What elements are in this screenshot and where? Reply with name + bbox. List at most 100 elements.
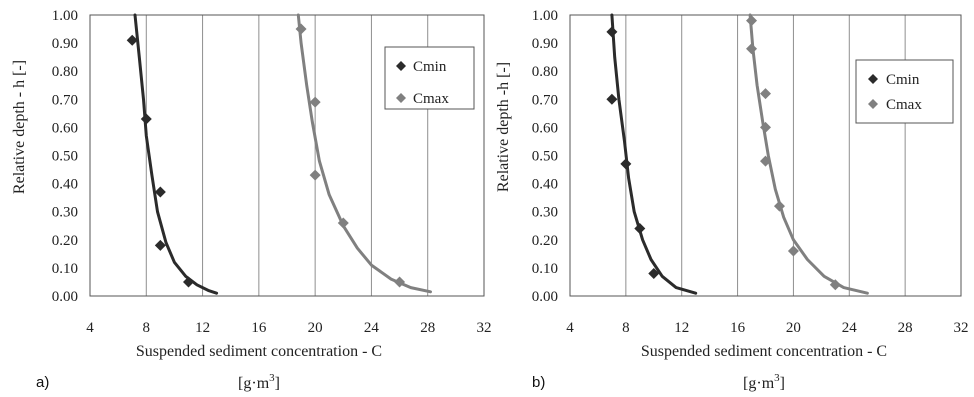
panel-a-y-tick-0-60: 0.60 [52, 120, 78, 136]
panel-b-y-tick-0-50: 0.50 [532, 149, 558, 165]
panel-a-y-tick-0-20: 0.20 [52, 233, 78, 249]
panel-b-y-tick-0-60: 0.60 [532, 120, 558, 136]
panel-b-x-tick-8: 8 [622, 320, 630, 336]
panel-b-cmax-point-5 [760, 155, 771, 167]
panel-b-cmin-point-4 [634, 223, 646, 235]
panel-a-x-tick-24: 24 [364, 320, 380, 336]
panel-a-legend-marker-cmax [396, 93, 406, 103]
panel-a-x-tick-32: 32 [477, 320, 492, 336]
panel-b-y-tick-1-00: 1.00 [532, 8, 558, 24]
panel-a-y-tick-0-80: 0.80 [52, 64, 78, 80]
panel-b-cmin-point-2 [606, 93, 618, 105]
panel-a-unit-exponent: 3 [269, 372, 275, 384]
panel-b-legend-label-cmax: Cmax [886, 97, 922, 113]
panel-b-y-tick-0-30: 0.30 [532, 205, 558, 221]
panel-a-x-tick-16: 16 [251, 320, 267, 336]
panel-a-cmax-point-1 [295, 23, 307, 35]
panel-b-x-axis-title: Suspended sediment concentration - C [641, 343, 887, 360]
panel-a-cmin-point-1 [126, 34, 138, 46]
panel-a-cmin-point-3 [154, 186, 166, 198]
panel-a-legend-marker-cmin [396, 61, 406, 71]
panel-a: 0.00 0.10 0.20 0.30 0.40 0.50 0.60 0.70 0.80 0.90… [11, 8, 492, 392]
panel-b-legend-label-cmin: Cmin [886, 72, 920, 88]
panel-b-x-tick-labels: 4 8 12 16 20 24 28 32 [566, 320, 968, 336]
panel-b-cmax-point-4 [760, 121, 771, 133]
panel-b-x-tick-20: 20 [786, 320, 801, 336]
panel-b-x-tick-12: 12 [674, 320, 689, 336]
panel-b-y-tick-0-70: 0.70 [532, 92, 558, 108]
panel-a-data-points [126, 23, 406, 288]
panel-a-cmax-point-2 [309, 96, 321, 108]
panel-b: 0.00 0.10 0.20 0.30 0.40 0.50 0.60 0.70 0.80 0.90… [495, 8, 969, 392]
panel-b-cmax-point-1 [746, 15, 758, 27]
panel-b-y-tick-0-40: 0.40 [532, 177, 558, 193]
panel-b-y-tick-0-90: 0.90 [532, 36, 558, 52]
panel-a-cmin-point-5 [183, 276, 194, 288]
panel-a-y-tick-0-00: 0.00 [52, 289, 78, 305]
panel-b-cmax-point-2 [746, 43, 758, 55]
panel-b-x-axis-unit: [g·m3] [743, 372, 785, 392]
panel-a-label: a) [36, 374, 49, 391]
panel-a-y-tick-0-50: 0.50 [52, 149, 78, 165]
panel-b-x-tick-24: 24 [842, 320, 858, 336]
panel-a-y-tick-0-70: 0.70 [52, 92, 78, 108]
panel-a-x-tick-8: 8 [143, 320, 151, 336]
panel-b-label: b) [532, 374, 545, 391]
panel-a-fit-curves [133, 13, 432, 295]
panel-a-legend-label-cmin: Cmin [413, 59, 447, 75]
panel-b-fit-curves [610, 13, 869, 295]
panel-b-cmax-point-7 [787, 245, 799, 257]
panel-a-cmin-point-2 [140, 113, 152, 125]
panel-a-x-tick-28: 28 [420, 320, 435, 336]
panel-b-y-tick-0-00: 0.00 [532, 289, 558, 305]
panel-a-x-axis-unit: [g·m3] [238, 372, 280, 392]
panel-a-y-tick-labels: 0.00 0.10 0.20 0.30 0.40 0.50 0.60 0.70 0.80 0.90… [52, 8, 78, 305]
panel-b-cmin-point-5 [648, 268, 660, 280]
panel-a-legend: Cmin Cmax [384, 46, 475, 110]
panel-a-cmax-fit-curve [296, 13, 432, 294]
panel-b-plot-frame [569, 14, 962, 297]
panel-a-y-tick-1-00: 1.00 [52, 8, 78, 24]
panel-a-y-tick-0-40: 0.40 [52, 177, 78, 193]
panel-a-x-tick-4: 4 [86, 320, 94, 336]
panel-a-y-tick-0-10: 0.10 [52, 261, 78, 277]
panel-b-legend-box [855, 59, 954, 124]
panel-b-unit-exponent: 3 [774, 372, 780, 384]
panel-a-plot-frame [89, 14, 485, 297]
panel-b-gridlines [569, 15, 962, 296]
panel-a-legend-label-cmax: Cmax [413, 91, 449, 107]
panel-a-x-tick-20: 20 [308, 320, 323, 336]
panel-a-x-axis-title: Suspended sediment concentration - C [136, 343, 382, 360]
panel-b-cmax-point-8 [829, 279, 841, 291]
panel-a-y-axis-title: Relative depth - h [-] [11, 60, 28, 194]
panel-b-cmax-point-3 [760, 88, 771, 100]
panel-b-legend-marker-cmax [868, 99, 878, 109]
panel-b-y-tick-0-80: 0.80 [532, 64, 558, 80]
panel-a-x-tick-12: 12 [195, 320, 210, 336]
panel-a-y-tick-0-90: 0.90 [52, 36, 78, 52]
panel-b-y-tick-0-20: 0.20 [532, 233, 558, 249]
panel-b-cmin-point-1 [606, 26, 618, 38]
panel-a-cmax-point-3 [309, 169, 321, 181]
panel-b-legend: Cmin Cmax [855, 59, 954, 124]
panel-b-cmin-fit-curve [610, 13, 698, 295]
panel-a-x-tick-labels: 4 8 12 16 20 24 28 32 [86, 320, 491, 336]
panel-a-y-tick-0-30: 0.30 [52, 205, 78, 221]
panel-b-y-tick-0-10: 0.10 [532, 261, 558, 277]
panel-b-x-tick-4: 4 [566, 320, 574, 336]
panel-b-cmax-point-6 [773, 200, 785, 212]
panel-b-cmax-fit-curve [748, 13, 869, 295]
panel-a-cmax-point-4 [337, 217, 349, 229]
panel-b-x-tick-32: 32 [954, 320, 969, 336]
panel-a-cmin-fit-curve [133, 13, 219, 295]
panel-b-legend-marker-cmin [868, 74, 878, 84]
panel-b-x-tick-28: 28 [898, 320, 913, 336]
panel-b-data-points [606, 15, 841, 291]
panel-b-y-axis-title: Relative depth -h [-] [495, 62, 512, 192]
panel-a-cmax-point-5 [394, 276, 406, 288]
panel-a-cmin-point-4 [154, 239, 166, 251]
panel-b-x-tick-16: 16 [730, 320, 746, 336]
panel-b-cmin-point-3 [620, 158, 632, 170]
panel-b-y-tick-labels: 0.00 0.10 0.20 0.30 0.40 0.50 0.60 0.70 0.80 0.90… [532, 8, 558, 305]
